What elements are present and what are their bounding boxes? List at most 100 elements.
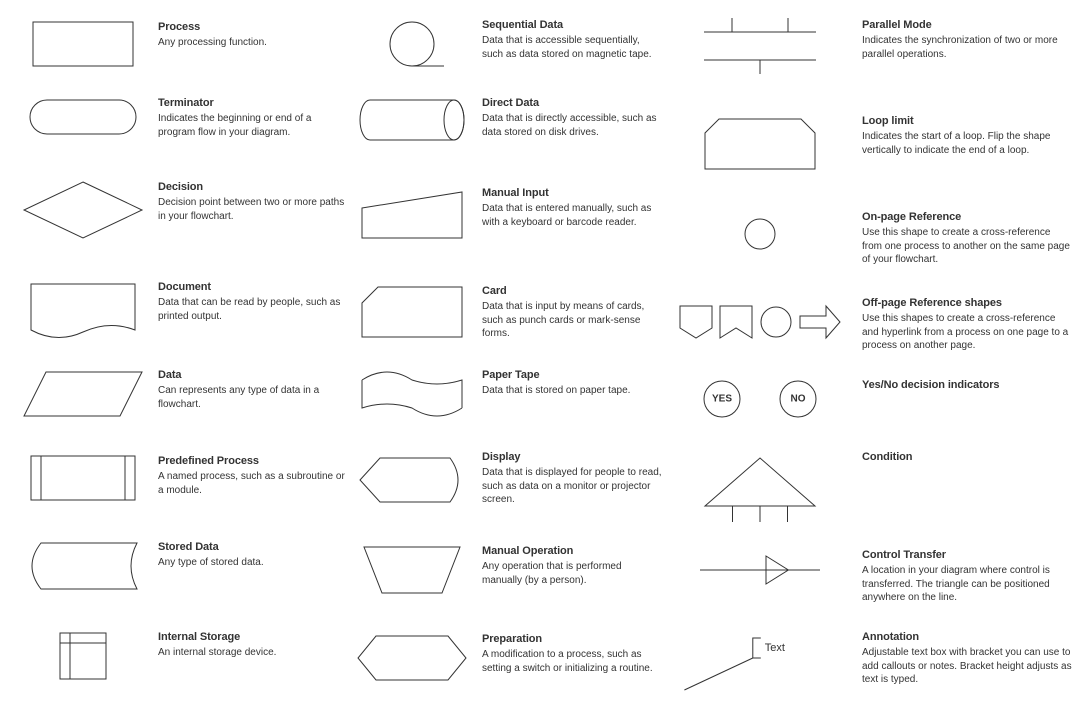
preparation-shape xyxy=(352,632,472,684)
entry-off-page-reference: Off-page Reference shapesUse this shapes… xyxy=(670,296,1072,353)
card-icon xyxy=(352,284,472,340)
entry-text: Manual OperationAny operation that is pe… xyxy=(482,544,662,587)
entry-text: Internal StorageAn internal storage devi… xyxy=(158,630,348,660)
loop-limit-icon xyxy=(670,114,850,174)
parallel-mode-icon xyxy=(670,18,850,74)
manual-input-shape xyxy=(352,186,472,244)
terminator-icon xyxy=(18,96,148,138)
entry-desc: Data that can be read by people, such as… xyxy=(158,296,348,323)
entry-predefined-process: Predefined ProcessA named process, such … xyxy=(18,454,348,502)
predefined-process-shape xyxy=(18,454,148,502)
entry-title: Paper Tape xyxy=(482,368,662,382)
entry-title: Stored Data xyxy=(158,540,348,554)
entry-title: Annotation xyxy=(862,630,1072,644)
entry-title: On-page Reference xyxy=(862,210,1072,224)
entry-yes-no: YES NO Yes/No decision indicators xyxy=(670,378,1072,420)
entry-title: Sequential Data xyxy=(482,18,662,32)
entry-desc: Any processing function. xyxy=(158,36,348,50)
control-transfer-shape xyxy=(670,548,850,592)
entry-text: Loop limit Indicates the start of a loop.… xyxy=(862,114,1072,157)
entry-text: Control TransferA location in your diagr… xyxy=(862,548,1072,605)
entry-text: Sequential DataData that is accessible s… xyxy=(482,18,662,61)
entry-title: Process xyxy=(158,20,348,34)
stored-data-icon xyxy=(18,540,148,592)
entry-process: Process Any processing function. xyxy=(18,20,348,68)
loop-limit-shape xyxy=(670,114,850,174)
document-icon xyxy=(18,280,148,340)
entry-text: Parallel Mode Indicates the synchronizati… xyxy=(862,18,1072,61)
entry-text: DisplayData that is displayed for people… xyxy=(482,450,662,507)
stored-data-shape xyxy=(18,540,148,592)
terminator-shape xyxy=(18,96,148,138)
entry-title: Predefined Process xyxy=(158,454,348,468)
entry-stored-data: Stored DataAny type of stored data. xyxy=(18,540,348,592)
entry-loop-limit: Loop limit Indicates the start of a loop.… xyxy=(670,114,1072,174)
annotation-icon: Text xyxy=(670,630,850,694)
entry-text: Annotation Adjustable text box with brack… xyxy=(862,630,1072,687)
entry-desc: Indicates the start of a loop. Flip the … xyxy=(862,130,1072,157)
entry-display: DisplayData that is displayed for people… xyxy=(352,450,662,510)
entry-text: Yes/No decision indicators xyxy=(862,378,1072,394)
entry-text: Process Any processing function. xyxy=(158,20,348,50)
manual-input-icon xyxy=(352,186,472,244)
data-shape xyxy=(18,368,148,420)
decision-shape xyxy=(18,180,148,240)
paper-tape-icon xyxy=(352,368,472,420)
entry-title: Off-page Reference shapes xyxy=(862,296,1072,310)
entry-condition: Condition xyxy=(670,450,1072,530)
preparation-icon xyxy=(352,632,472,684)
direct-data-icon xyxy=(352,96,472,144)
entry-internal-storage: Internal StorageAn internal storage devi… xyxy=(18,630,348,682)
annotation-shape: Text xyxy=(670,630,850,694)
entry-desc: Adjustable text box with bracket you can… xyxy=(862,646,1072,687)
svg-text:YES: YES xyxy=(712,394,732,405)
entry-data: DataCan represents any type of data in a… xyxy=(18,368,348,420)
data-icon xyxy=(18,368,148,420)
entry-text: DecisionDecision point between two or mo… xyxy=(158,180,348,223)
entry-desc: Data that is displayed for people to rea… xyxy=(482,466,662,507)
entry-desc: Data that is stored on paper tape. xyxy=(482,384,662,398)
entry-title: Decision xyxy=(158,180,348,194)
yes-no-shape: YES NO xyxy=(670,378,850,420)
svg-text:Text: Text xyxy=(765,642,785,654)
entry-paper-tape: Paper Tape Data that is stored on paper t… xyxy=(352,368,662,420)
svg-text:NO: NO xyxy=(791,394,806,405)
sequential-data-shape xyxy=(352,18,472,74)
entry-text: Predefined ProcessA named process, such … xyxy=(158,454,348,497)
on-page-reference-shape xyxy=(670,210,850,258)
entry-title: Internal Storage xyxy=(158,630,348,644)
entry-desc: Data that is input by means of cards, su… xyxy=(482,300,662,341)
entry-title: Yes/No decision indicators xyxy=(862,378,1072,392)
entry-title: Manual Input xyxy=(482,186,662,200)
entry-text: Paper Tape Data that is stored on paper t… xyxy=(482,368,662,398)
manual-operation-icon xyxy=(352,544,472,596)
display-shape xyxy=(352,450,472,510)
entry-title: Parallel Mode xyxy=(862,18,1072,32)
entry-text: Condition xyxy=(862,450,1072,466)
entry-title: Document xyxy=(158,280,348,294)
entry-document: Document Data that can be read by people,… xyxy=(18,280,348,340)
manual-operation-shape xyxy=(352,544,472,596)
entry-title: Data xyxy=(158,368,348,382)
entry-text: Manual InputData that is entered manuall… xyxy=(482,186,662,229)
entry-desc: Indicates the synchronization of two or … xyxy=(862,34,1072,61)
entry-sequential-data: Sequential DataData that is accessible s… xyxy=(352,18,662,74)
entry-terminator: TerminatorIndicates the beginning or end… xyxy=(18,96,348,139)
entry-text: PreparationA modification to a process, … xyxy=(482,632,662,675)
off-page-reference-shape xyxy=(670,296,850,348)
parallel-mode-shape xyxy=(670,18,850,74)
entry-text: Document Data that can be read by people,… xyxy=(158,280,348,323)
direct-data-shape xyxy=(352,96,472,144)
entry-text: DataCan represents any type of data in a… xyxy=(158,368,348,411)
entry-desc: Use this shape to create a cross-referen… xyxy=(862,226,1072,267)
entry-title: Condition xyxy=(862,450,1072,464)
entry-control-transfer: Control TransferA location in your diagr… xyxy=(670,548,1072,605)
entry-title: Preparation xyxy=(482,632,662,646)
entry-text: CardData that is input by means of cards… xyxy=(482,284,662,341)
entry-title: Loop limit xyxy=(862,114,1072,128)
entry-text: On-page Reference Use this shape to creat… xyxy=(862,210,1072,267)
process-shape xyxy=(18,20,148,68)
condition-icon xyxy=(670,450,850,530)
entry-decision: DecisionDecision point between two or mo… xyxy=(18,180,348,240)
entry-text: Direct DataData that is directly accessi… xyxy=(482,96,662,139)
